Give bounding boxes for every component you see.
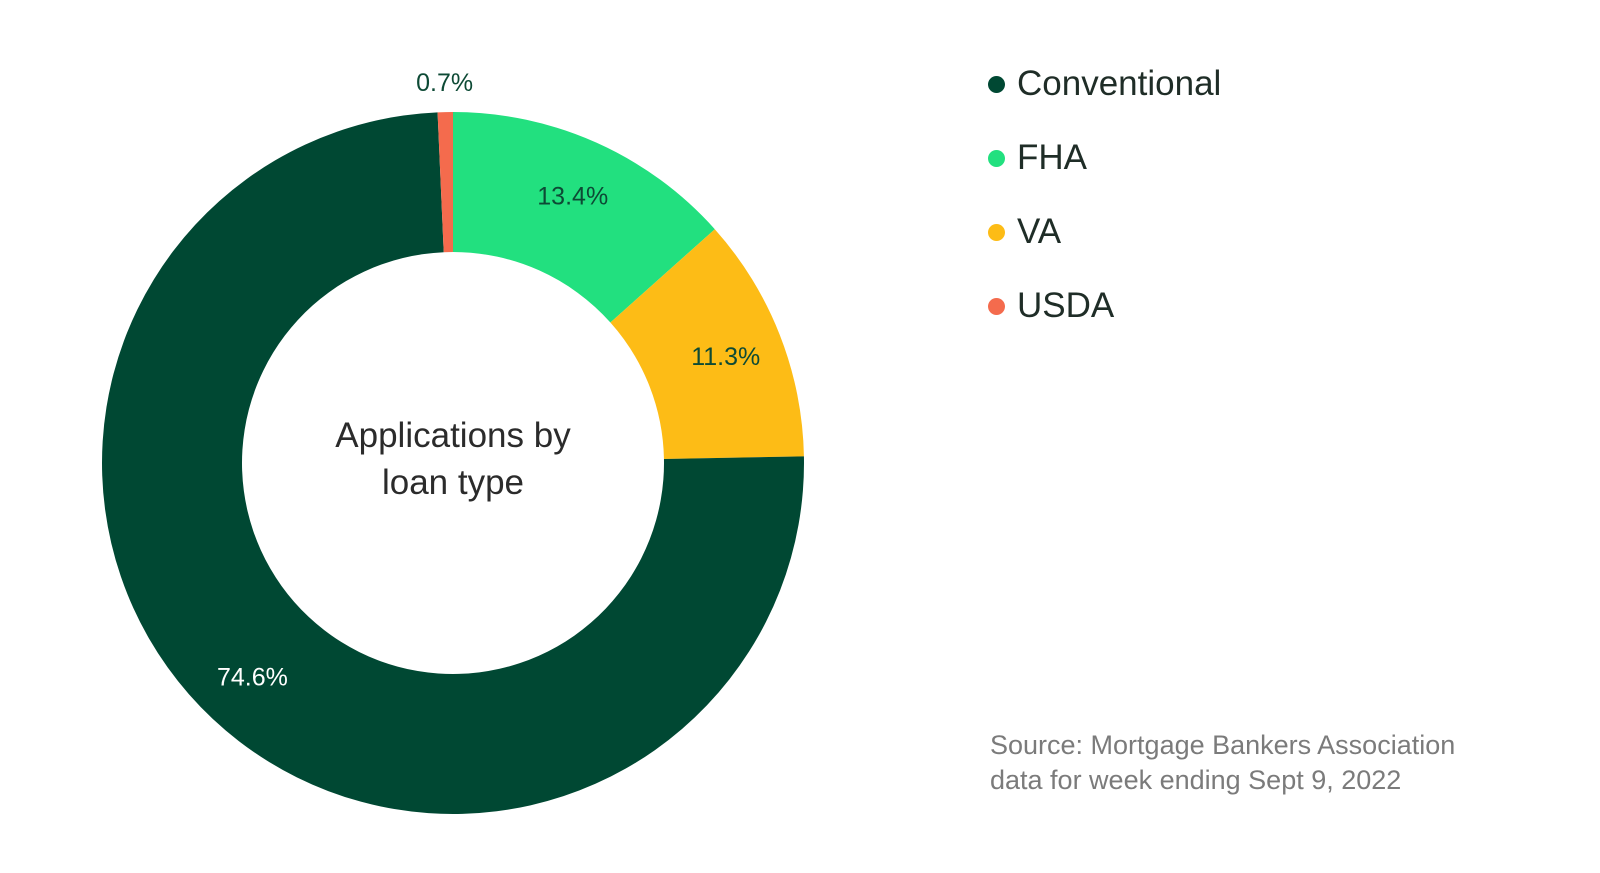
- source-note: Source: Mortgage Bankers Association dat…: [990, 730, 1456, 795]
- legend-swatch-va: [988, 223, 1005, 241]
- value-label-fha: 13.4%: [537, 183, 608, 211]
- legend-item-fha: FHA: [988, 136, 1221, 180]
- slice-usda: [437, 112, 453, 253]
- slice-value-labels: 13.4% 11.3% 74.6% 0.7%: [217, 69, 760, 691]
- legend-label-conventional: Conventional: [1017, 64, 1222, 103]
- legend-swatch-fha: [988, 149, 1005, 167]
- slice-fha: [453, 112, 715, 323]
- value-label-conventional: 74.6%: [217, 664, 288, 692]
- legend-item-conventional: Conventional: [988, 62, 1221, 106]
- value-label-usda: 0.7%: [416, 69, 473, 97]
- slice-va: [610, 229, 804, 460]
- legend-swatch-conventional: [988, 75, 1005, 93]
- donut-slices: [101, 112, 805, 814]
- value-label-va: 11.3%: [691, 343, 760, 371]
- legend-item-usda: USDA: [988, 284, 1221, 328]
- legend: Conventional FHA VA USDA: [988, 62, 1221, 358]
- chart-title: Applications by loan type: [335, 416, 571, 502]
- legend-swatch-usda: [988, 297, 1005, 315]
- legend-label-fha: FHA: [1017, 138, 1087, 177]
- slice-conventional: [101, 112, 805, 814]
- legend-label-va: VA: [1017, 212, 1062, 251]
- legend-label-usda: USDA: [1017, 286, 1115, 325]
- legend-item-va: VA: [988, 210, 1221, 254]
